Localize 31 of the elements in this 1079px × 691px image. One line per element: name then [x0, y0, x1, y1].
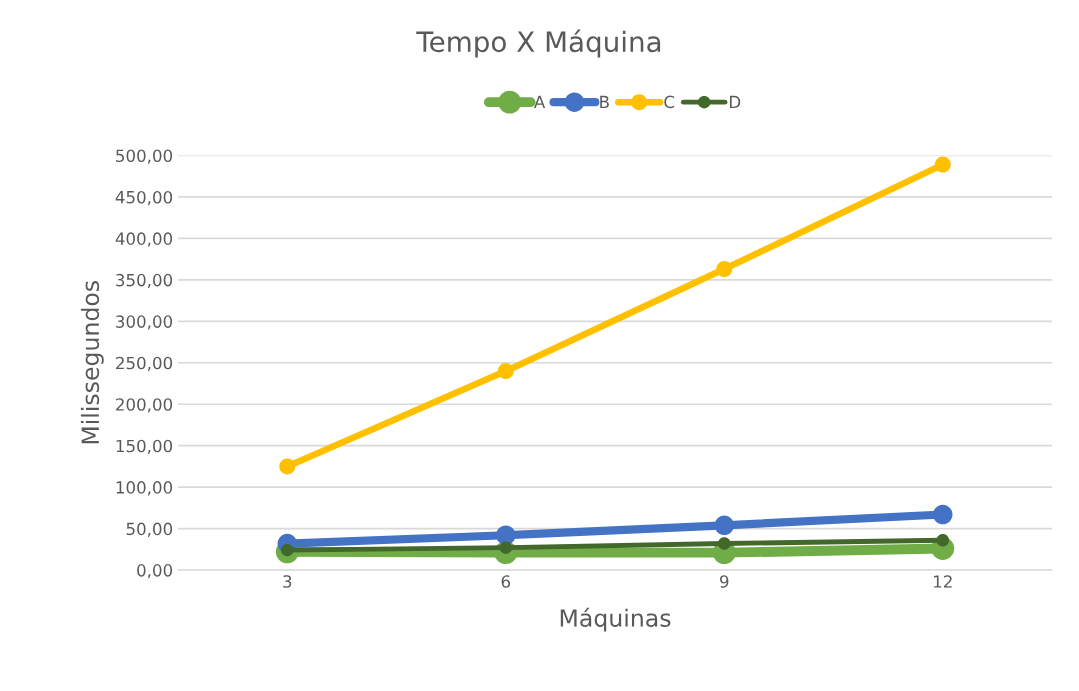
x-tick-label: 3 [283, 575, 292, 588]
y-tick-label: 300,00 [116, 315, 173, 330]
y-tick-label: 250,00 [116, 356, 173, 372]
y-tick-label: 50,00 [126, 522, 173, 537]
y-tick-label: 400,00 [115, 232, 173, 247]
y-axis-title: Milissegundos [80, 281, 104, 444]
legend-label: C [664, 95, 675, 109]
x-axis-title: Máquinas [560, 607, 671, 632]
point [714, 515, 734, 536]
point [718, 537, 731, 550]
point [934, 156, 951, 173]
y-tick-label: 150,00 [116, 439, 173, 454]
point [496, 525, 516, 545]
point [933, 504, 953, 525]
y-tick-label: 200,00 [116, 398, 173, 413]
y-tick-label: 100,00 [116, 481, 173, 496]
x-tick-label: 6 [501, 575, 511, 588]
point [936, 533, 950, 547]
legend-label: B [600, 95, 609, 108]
y-tick-label: 500,00 [116, 149, 173, 164]
chart-title: Tempo X Máquina [416, 29, 661, 58]
x-tick-label: 9 [720, 575, 729, 588]
y-tick-label: 450,00 [115, 190, 173, 206]
y-tick-label: 350,00 [116, 273, 173, 289]
point [497, 363, 514, 380]
legend-label: D [729, 95, 741, 108]
legend-label: A [534, 95, 546, 108]
y-tick-label: 0,00 [137, 564, 173, 579]
x-tick-label: 12 [934, 575, 952, 588]
point [279, 458, 296, 475]
point [716, 261, 733, 278]
